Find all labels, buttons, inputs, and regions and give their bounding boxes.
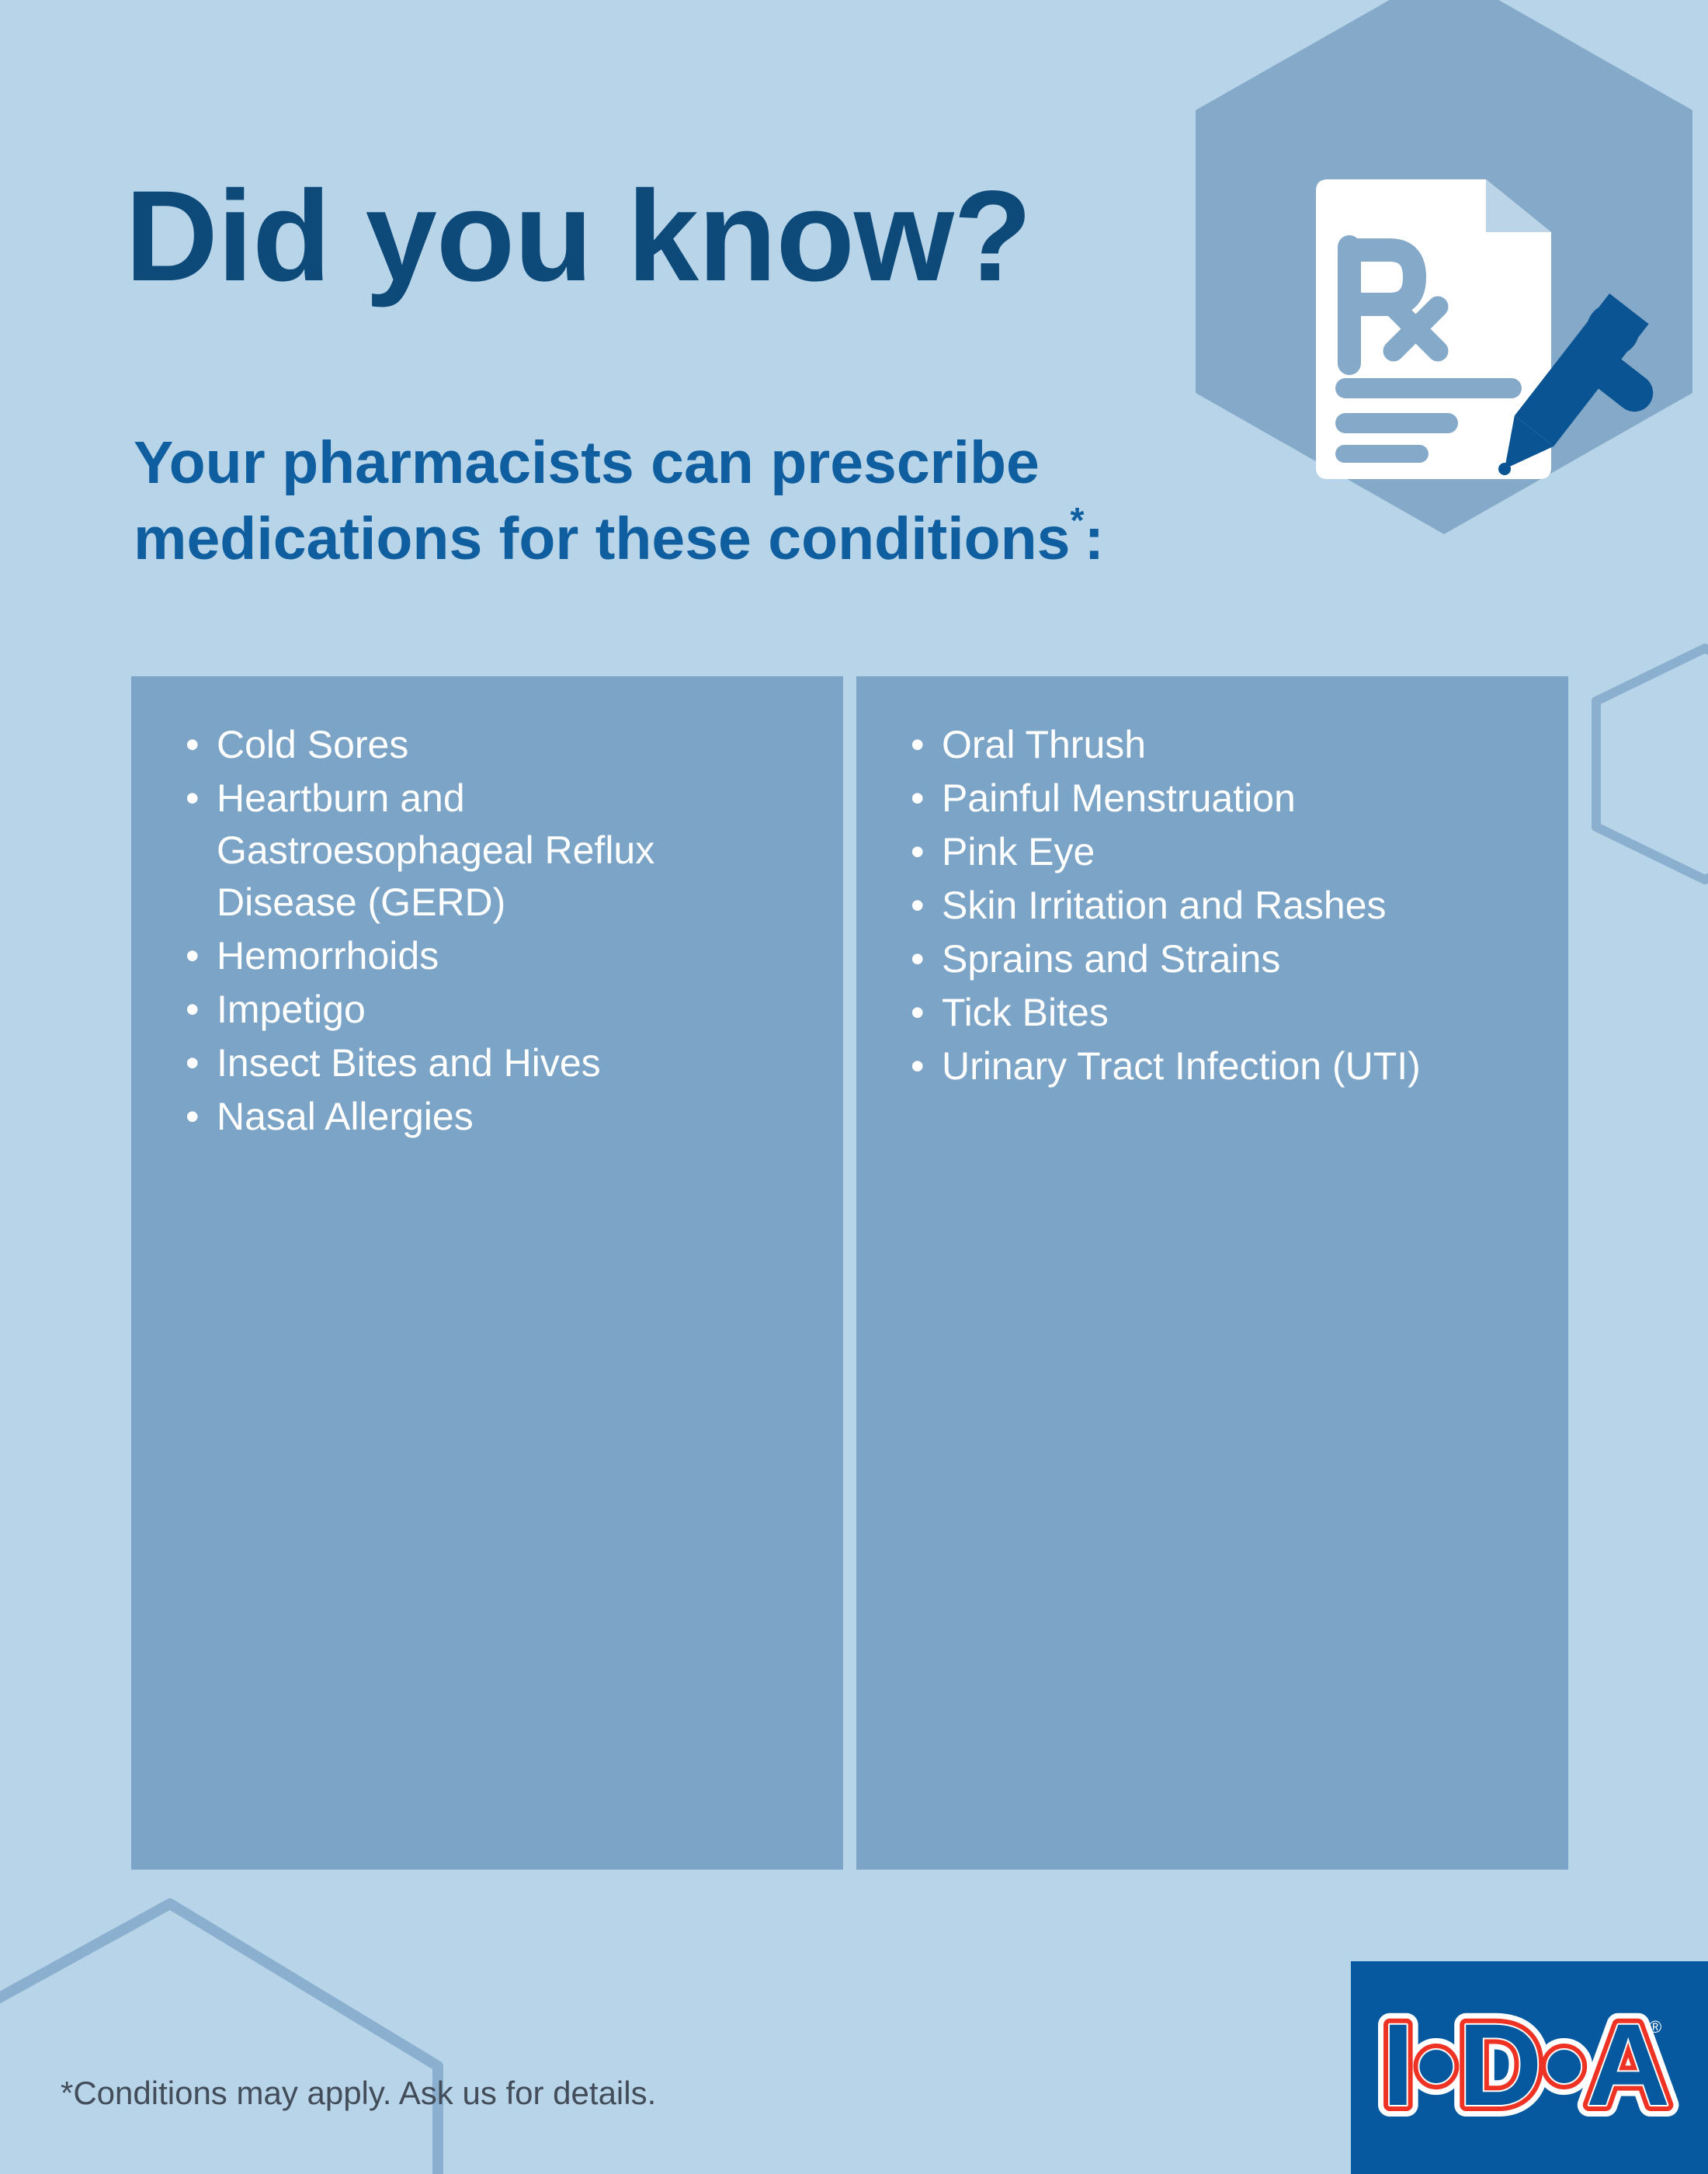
svg-text:®: ® <box>1649 2017 1661 2037</box>
svg-text:I•D•A: I•D•A <box>1382 1999 1672 2130</box>
